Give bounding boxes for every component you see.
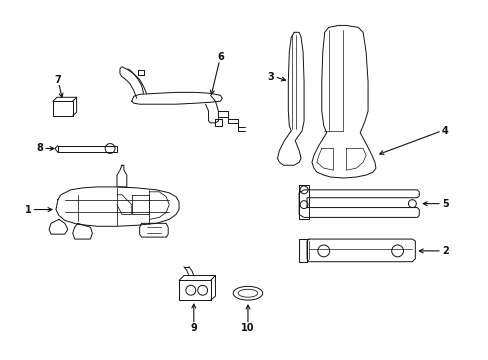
Text: 8: 8 [36,144,43,153]
Text: 1: 1 [24,204,31,215]
Text: 6: 6 [217,52,224,62]
Text: 10: 10 [241,323,254,333]
Text: 5: 5 [441,199,447,209]
Text: 2: 2 [441,246,447,256]
Text: 4: 4 [441,126,447,136]
Text: 7: 7 [55,75,61,85]
Text: 9: 9 [190,323,197,333]
Text: 3: 3 [267,72,274,82]
